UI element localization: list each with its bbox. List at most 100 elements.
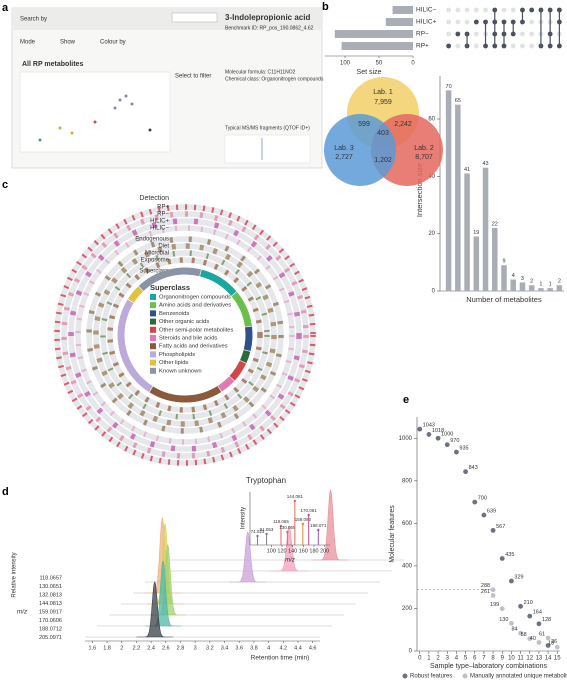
bar — [464, 173, 470, 291]
axis-label: Molecular features — [389, 505, 396, 563]
set-name: HILIC+ — [416, 19, 437, 26]
matrix-dot-on — [529, 7, 535, 13]
matrix-dot-on — [510, 19, 516, 25]
bar — [445, 90, 452, 291]
tick-label: 3.2 — [206, 645, 214, 651]
peak-label: 159.092 — [295, 517, 312, 522]
point — [518, 630, 523, 636]
superclass-arc — [243, 326, 253, 352]
track-label: RP− — [157, 212, 169, 218]
value-label: 19 — [473, 230, 479, 236]
matrix-dot — [520, 43, 525, 49]
panel-label: b — [322, 1, 329, 13]
matrix-dot-on — [547, 7, 553, 13]
app-text: Select to filter — [175, 74, 211, 80]
matrix-dot-on — [520, 7, 525, 13]
tick-label: 200 — [402, 606, 413, 612]
point — [417, 426, 423, 432]
matrix-dot — [473, 7, 479, 13]
value-label: 567 — [496, 524, 505, 530]
matrix-dot-on — [547, 31, 553, 37]
tick-label: 800 — [402, 478, 413, 484]
tick-label: 11 — [517, 656, 524, 662]
matrix-dot — [529, 43, 535, 49]
app-text: All RP metabolites — [22, 61, 83, 68]
axis-label: m/z — [17, 609, 28, 616]
bar — [510, 279, 516, 291]
peak — [312, 489, 349, 561]
matrix-dot — [520, 31, 525, 37]
point — [454, 449, 459, 455]
matrix-dot-on — [464, 31, 470, 37]
value-label: 1000 — [441, 432, 453, 438]
value-label: 84 — [511, 627, 517, 633]
inset-title: Tryptophan — [246, 476, 286, 485]
superclass-arc — [229, 360, 247, 381]
matrix-dot-on — [455, 31, 461, 37]
axis-label: Set size — [357, 69, 382, 76]
legend-swatch — [150, 302, 156, 309]
axis-label: Intersection size — [415, 163, 424, 217]
tick-label: 160 — [299, 548, 308, 554]
legend-label: Fatty acids and derivatives — [159, 344, 228, 350]
app-text: Colour by — [100, 40, 126, 46]
legend-label: Other semi-polar metabolites — [159, 327, 234, 333]
panel-label: e — [403, 394, 409, 406]
spectrum-tip — [256, 534, 259, 538]
value-label: 4 — [512, 273, 515, 279]
point — [527, 613, 533, 619]
matrix-dot-on — [538, 7, 544, 13]
tick-label: 0 — [432, 289, 436, 295]
spectrum-tip — [286, 530, 289, 534]
tick-label: 20 — [428, 231, 435, 237]
app-text: 3-Indolepropionic acid — [225, 13, 310, 22]
venn-circle — [324, 114, 396, 186]
search-box[interactable] — [171, 12, 218, 23]
venn-name: Lab. 1 — [373, 89, 393, 96]
track-label: Exposome — [141, 258, 170, 264]
tick-label: 13 — [536, 656, 543, 662]
superclass-arc — [231, 291, 252, 327]
matrix-dot-on — [556, 43, 562, 49]
value-label: 199 — [490, 602, 499, 608]
tick-label: 4.6 — [309, 645, 317, 651]
matrix-dot-on — [538, 43, 544, 49]
legend-label: Known unknown — [159, 368, 202, 374]
value-label: 1043 — [423, 423, 435, 429]
tick-label: 100 — [267, 548, 276, 554]
spectrum-tip — [307, 513, 310, 517]
peak — [229, 531, 267, 583]
matrix-dot — [529, 19, 535, 25]
bar — [519, 282, 526, 291]
tick-label: 4.2 — [279, 645, 287, 651]
bar — [492, 227, 498, 291]
axis-label: m/z — [285, 558, 295, 564]
value-label: 261 — [481, 589, 490, 595]
axis-label: Relative intensity — [12, 552, 18, 597]
value-label: 1 — [549, 282, 552, 288]
track-marks — [54, 204, 316, 466]
track-marks — [100, 250, 270, 420]
point — [481, 512, 487, 518]
tick-label: 2 — [436, 656, 440, 662]
matrix-dot — [464, 19, 470, 25]
legend-swatch — [150, 318, 156, 325]
matrix-dot-on — [556, 7, 562, 13]
value-label: 58 — [521, 632, 527, 638]
tick-label: 4.4 — [294, 645, 302, 651]
track-marks — [61, 211, 309, 459]
point — [536, 640, 542, 645]
app-header — [12, 8, 322, 30]
tick-label: 40 — [428, 174, 435, 180]
point — [444, 442, 450, 448]
panel-label: c — [2, 179, 8, 191]
legend-swatch — [150, 359, 156, 366]
matrix-dot — [455, 7, 461, 13]
value-label: 18 — [548, 641, 554, 647]
value-label: 43 — [482, 161, 488, 167]
track-label: Superclass — [139, 269, 169, 275]
superclass-arc — [138, 267, 202, 292]
value-label: 329 — [514, 574, 523, 580]
superclass-arc — [117, 299, 153, 393]
matrix-dot — [483, 7, 488, 13]
